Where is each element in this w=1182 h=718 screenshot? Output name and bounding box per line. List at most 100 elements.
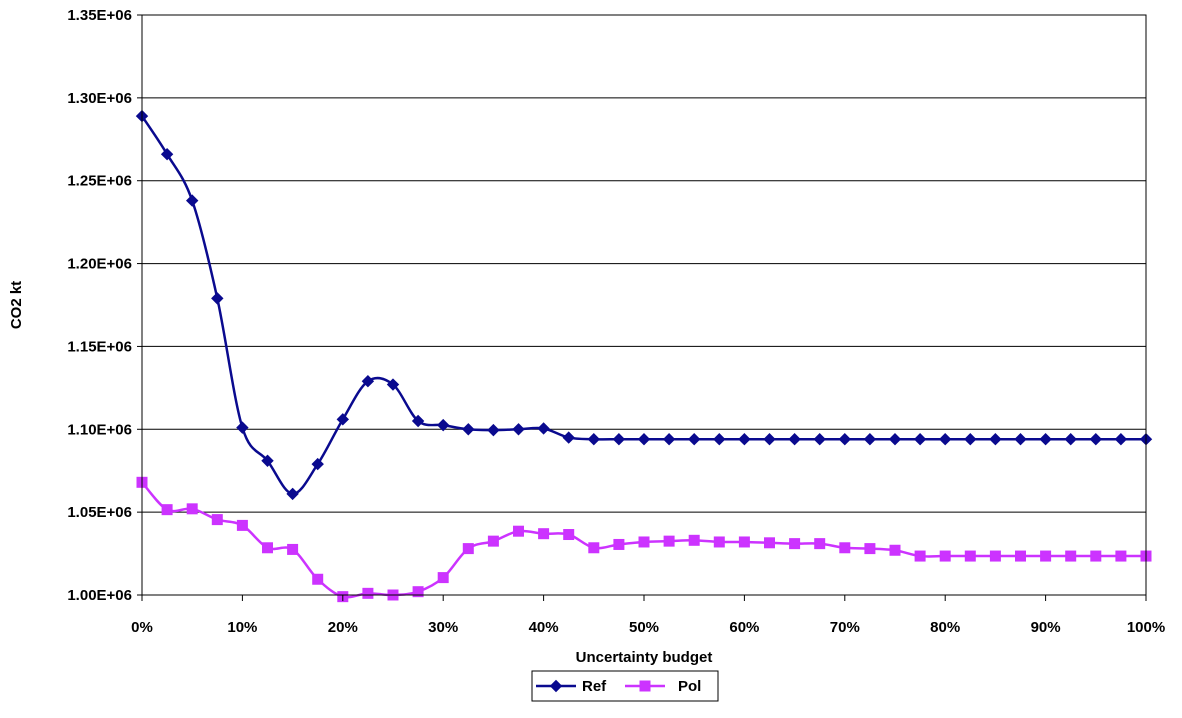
data-point xyxy=(687,433,701,446)
data-point xyxy=(713,433,726,446)
data-point xyxy=(713,536,725,548)
legend-marker xyxy=(549,679,563,693)
data-point xyxy=(286,487,299,501)
data-point xyxy=(211,292,224,305)
series-ref xyxy=(135,109,1153,501)
data-point xyxy=(211,514,223,526)
data-point xyxy=(236,421,249,434)
x-tick-label: 100% xyxy=(1127,619,1165,636)
data-point xyxy=(1014,433,1027,446)
data-point xyxy=(262,542,273,554)
data-point xyxy=(789,538,801,550)
data-point xyxy=(813,433,826,446)
data-point xyxy=(663,535,675,547)
data-point xyxy=(738,536,750,548)
data-point xyxy=(638,536,650,548)
data-point xyxy=(588,542,600,554)
data-point xyxy=(738,433,751,446)
data-point xyxy=(688,534,700,546)
data-point xyxy=(261,454,274,467)
data-point xyxy=(889,544,901,556)
data-point xyxy=(236,519,248,531)
legend-label: Ref xyxy=(582,678,607,695)
data-point xyxy=(838,433,852,446)
data-point xyxy=(336,413,350,426)
y-axis-title: CO2 kt xyxy=(8,281,25,329)
data-point xyxy=(538,528,550,540)
legend: Ref Pol xyxy=(531,670,719,702)
y-tick-label: 1.00E+06 xyxy=(67,587,132,604)
legend-label: Pol xyxy=(678,678,701,695)
data-point xyxy=(764,537,775,549)
data-point xyxy=(637,433,651,446)
data-point xyxy=(487,535,499,547)
x-tick-label: 30% xyxy=(428,619,458,636)
data-point xyxy=(386,378,400,391)
data-point xyxy=(437,572,449,584)
data-point xyxy=(1015,550,1026,562)
data-point xyxy=(186,503,198,515)
x-axis-title: Uncertainty budget xyxy=(576,649,713,666)
x-tick-label: 60% xyxy=(729,619,759,636)
data-point xyxy=(537,422,550,435)
data-point xyxy=(161,504,173,516)
x-tick-label: 10% xyxy=(227,619,257,636)
data-point xyxy=(562,431,575,444)
data-point xyxy=(964,550,976,562)
data-point xyxy=(1065,550,1077,562)
data-point xyxy=(287,543,299,555)
data-point xyxy=(312,573,324,585)
data-point xyxy=(913,433,927,446)
data-point xyxy=(612,433,626,446)
data-point xyxy=(939,550,951,562)
data-point xyxy=(513,525,524,537)
data-point xyxy=(412,586,424,598)
y-tick-label: 1.20E+06 xyxy=(67,256,132,273)
data-point xyxy=(362,587,374,599)
data-point xyxy=(864,543,876,555)
data-point xyxy=(1040,550,1052,562)
data-point xyxy=(989,550,1001,562)
data-point xyxy=(763,433,776,446)
data-point xyxy=(311,457,324,471)
data-point xyxy=(1039,433,1052,446)
data-point xyxy=(185,194,199,207)
y-tick-label: 1.10E+06 xyxy=(67,421,132,438)
y-tick-label: 1.30E+06 xyxy=(67,90,132,107)
data-point xyxy=(512,423,525,436)
data-point xyxy=(1115,550,1127,562)
data-point xyxy=(839,542,851,554)
data-point xyxy=(964,433,977,446)
x-tick-label: 40% xyxy=(529,619,559,636)
y-tick-label: 1.05E+06 xyxy=(67,504,132,521)
data-point xyxy=(411,414,425,428)
x-tick-label: 90% xyxy=(1031,619,1061,636)
legend-item-ref: Ref xyxy=(536,678,607,695)
x-tick-label: 0% xyxy=(131,619,153,636)
data-point xyxy=(788,433,801,446)
y-tick-label: 1.15E+06 xyxy=(67,338,132,355)
data-point xyxy=(914,550,926,562)
legend-item-pol: Pol xyxy=(625,678,701,695)
y-tick-label: 1.35E+06 xyxy=(67,7,132,24)
y-axis-ticks: 1.00E+06 1.05E+06 1.10E+06 1.15E+06 1.20E+06… xyxy=(67,7,142,604)
data-point xyxy=(462,543,474,555)
x-axis-ticks: 0% 10% 20% 30% 40% 50% 60% 70% 80% 90% 100% xyxy=(131,595,1165,636)
x-tick-label: 80% xyxy=(930,619,960,636)
plot-area-frame xyxy=(141,14,1147,596)
data-point xyxy=(563,529,575,541)
data-point xyxy=(613,538,625,550)
data-point xyxy=(1064,433,1077,446)
data-point xyxy=(436,418,450,432)
x-tick-label: 20% xyxy=(328,619,358,636)
data-point xyxy=(1090,550,1102,562)
data-point xyxy=(462,423,475,436)
data-point xyxy=(587,433,601,446)
data-point xyxy=(888,433,902,446)
data-point xyxy=(1114,433,1128,446)
data-point xyxy=(1089,433,1103,446)
x-tick-label: 50% xyxy=(629,619,659,636)
data-point xyxy=(160,147,174,161)
data-point xyxy=(487,423,500,437)
